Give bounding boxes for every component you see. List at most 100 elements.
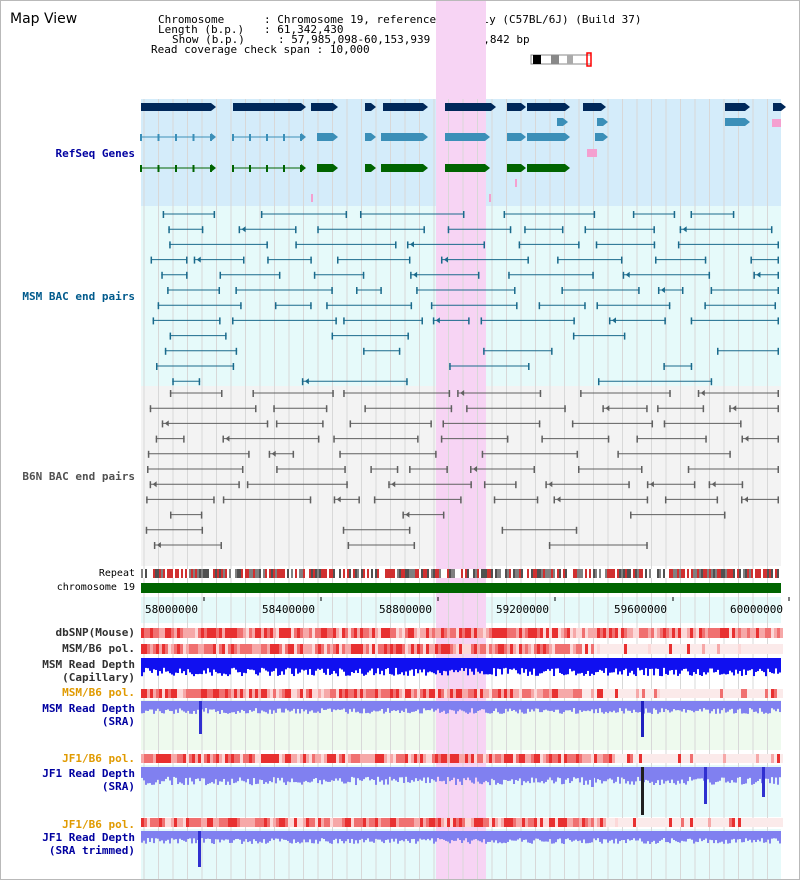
msm-depth-capillary-bar [471, 658, 473, 672]
msm-pol-2-heat-cell [225, 689, 228, 698]
jf1-pol-2-heat-cell [759, 818, 762, 827]
msm-depth-capillary-bar [527, 658, 529, 676]
jf1-depth-sra-bar [423, 767, 425, 778]
msm-depth-capillary-bar [705, 658, 707, 675]
msm-depth-capillary-bar [231, 658, 233, 669]
jf1-depth-trim-bar [635, 831, 637, 841]
jf1-depth-trim-bar [195, 831, 197, 844]
msm-depth-capillary-bar [765, 658, 767, 677]
msm-pol-2-heat-cell [381, 689, 384, 698]
b6n-bac-end [687, 466, 690, 473]
jf1-depth-sra-bar [181, 767, 183, 784]
jf1-depth-trim-bar [153, 831, 155, 844]
b6n-bac-arrow [336, 496, 341, 503]
msm-depth-capillary-bar [241, 658, 243, 677]
jf1-depth-trim-bar [591, 831, 593, 843]
msm-depth-capillary-bar [741, 658, 743, 676]
gene-strand-arrow [211, 164, 216, 172]
msm-pol-heat-cell [438, 644, 441, 654]
msm-depth-capillary-bar [727, 658, 729, 675]
jf1-depth-trim-bar [169, 831, 171, 844]
jf1-pol-2-heat-cell [153, 818, 156, 827]
b6n-bac-end [183, 435, 185, 443]
msm-bac-end [331, 287, 333, 294]
jf1-depth-sra-bar [175, 767, 177, 778]
jf1-pol-heat-cell [354, 754, 357, 763]
msm-depth-sra-bar [599, 701, 601, 709]
dbsnp-heat-cell [759, 628, 762, 638]
jf1-pol-heat-cell [144, 754, 147, 763]
dbsnp-heat-cell [714, 628, 717, 638]
msm-depth-capillary-bar [591, 658, 593, 674]
repeat-mark [175, 569, 177, 578]
msm-bac-end [193, 256, 196, 264]
repeat-mark [399, 569, 401, 578]
repeat-mark [731, 569, 733, 578]
msm-depth-sra-bar [633, 701, 635, 710]
repeat-mark [743, 569, 745, 578]
jf1-pol-2-heat-cell [774, 818, 777, 827]
msm-pol-2-heat-cell [261, 689, 264, 698]
msm-depth-capillary-bar [157, 658, 159, 676]
repeat-mark [247, 569, 249, 578]
gene-exon [175, 134, 177, 141]
b6n-bac-end [741, 435, 743, 443]
msm-bac-end [407, 332, 409, 340]
msm-pol-2-heat-cell [723, 689, 726, 698]
repeat-mark [555, 569, 557, 578]
msm-pol-2-heat-cell [141, 689, 144, 698]
msm-depth-capillary-bar [239, 658, 241, 673]
msm-depth-capillary-bar [529, 658, 531, 672]
msm-pol-2-heat-cell [378, 689, 381, 698]
jf1-pol-2-heat-cell [513, 818, 516, 827]
dbsnp-heat-cell [435, 628, 438, 638]
repeat-mark [679, 569, 681, 578]
jf1-pol-heat-cell [756, 754, 759, 763]
repeat-mark [251, 569, 253, 578]
jf1-depth-trim-bar [519, 831, 521, 839]
repeat-mark [707, 569, 709, 578]
dbsnp-heat-cell [459, 628, 462, 638]
msm-depth-sra-bar [377, 701, 379, 712]
msm-bac-end [406, 241, 409, 249]
msm-pol-2-heat-cell [324, 689, 327, 698]
jf1-pol-2-heat-cell [639, 818, 642, 827]
b6n-bac-arrow [391, 481, 396, 488]
jf1-depth-trim-bar [603, 831, 605, 840]
msm-depth-sra-bar [495, 701, 497, 709]
msm-depth-capillary-bar [511, 658, 513, 670]
dbsnp-heat-cell [186, 628, 189, 638]
jf1-depth-trim-bar [731, 831, 733, 840]
jf1-pol-heat-cell [303, 754, 306, 763]
msm-depth-sra-bar [773, 701, 775, 710]
dbsnp-heat-cell [339, 628, 342, 638]
msm-pol-2-heat-cell [753, 689, 756, 698]
dbsnp-heat-cell [486, 628, 489, 638]
dbsnp-heat-cell [192, 628, 195, 638]
msm-pol-heat-cell [315, 644, 318, 654]
msm-depth-sra-bar [283, 701, 285, 713]
jf1-depth-trim-bar [435, 831, 437, 842]
msm-depth-capillary-bar [351, 658, 353, 672]
msm-depth-sra-bar [359, 701, 361, 714]
jf1-depth-sra-bar [405, 767, 407, 777]
msm-pol-2-heat-cell [486, 689, 489, 698]
msm-pol-heat-cell [390, 644, 393, 654]
msm-bac-end [584, 226, 587, 234]
jf1-depth-sra-bar [159, 767, 161, 785]
jf1-pol-heat-cell [438, 754, 441, 763]
msm-depth-sra-bar [487, 701, 489, 714]
jf1-pol-heat-cell [267, 754, 270, 763]
jf1-depth-sra-bar [215, 767, 217, 780]
jf1-pol-2-heat-cell [264, 818, 267, 827]
jf1-pol-heat-cell [402, 754, 405, 763]
msm-pol-2-heat-cell [546, 689, 549, 698]
msm-depth-sra-bar [645, 701, 647, 709]
msm-pol-heat-cell [183, 644, 186, 654]
repeat-mark [757, 569, 759, 578]
dbsnp-heat-cell [462, 628, 465, 638]
jf1-depth-sra-bar [527, 767, 529, 782]
jf1-pol-heat-cell [474, 754, 477, 763]
msm-bac-end [150, 256, 153, 264]
